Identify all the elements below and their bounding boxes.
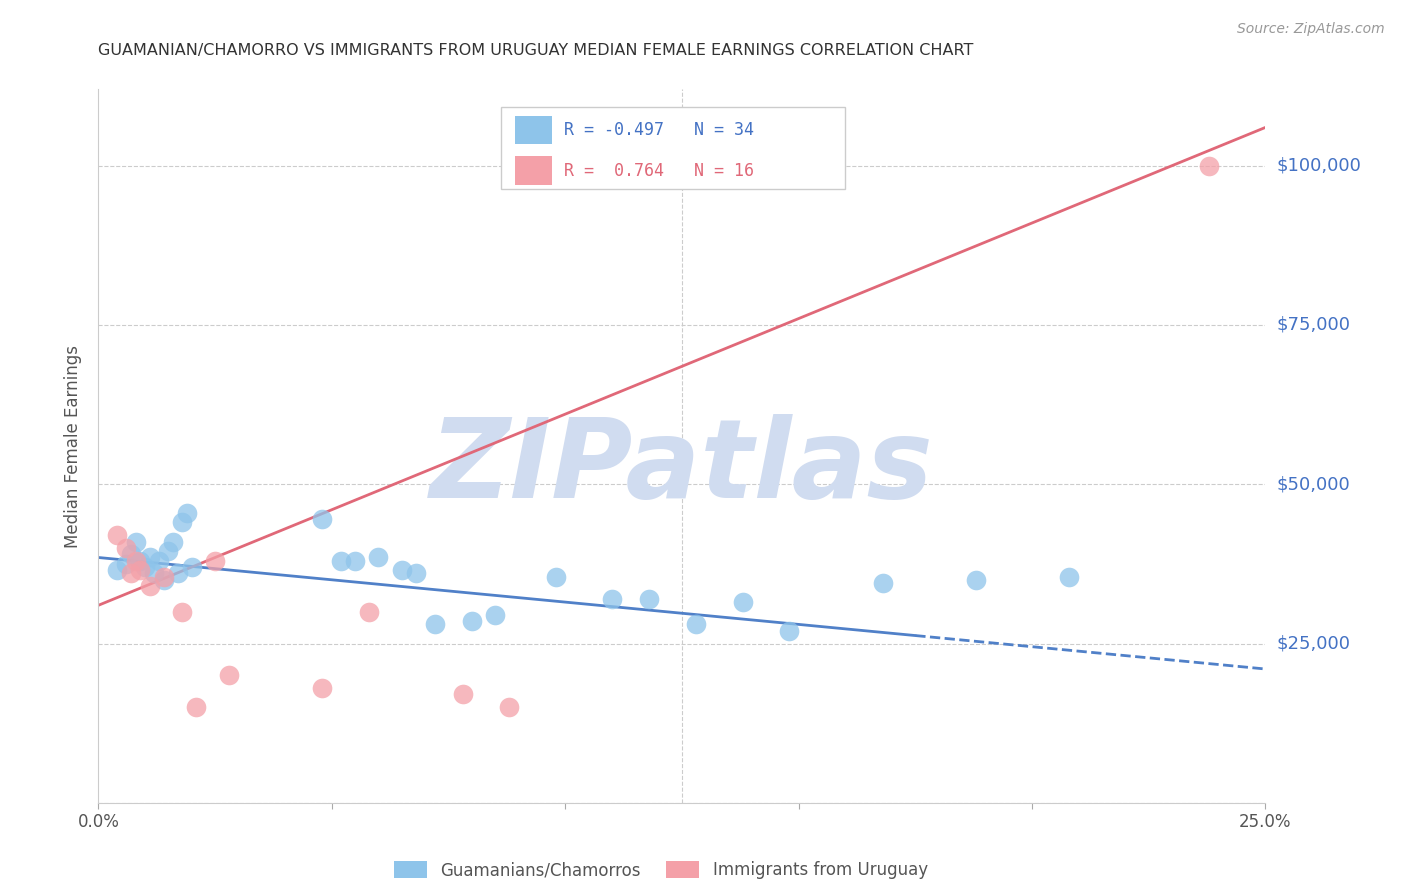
Point [125,554,148,568]
Point [423,617,446,632]
Point [367,550,389,565]
Point [461,614,484,628]
Point [166,566,188,581]
Bar [501,107,845,189]
Point [162,534,184,549]
Point [731,595,754,609]
Text: $25,000: $25,000 [1277,634,1351,653]
Point [330,554,353,568]
Point [1198,159,1220,173]
Point [311,681,333,695]
Point [498,700,520,714]
Point [218,668,240,682]
Point [685,617,707,632]
Point [405,566,427,581]
Point [872,576,894,591]
Bar [515,156,553,185]
Point [391,563,413,577]
Bar [515,116,553,145]
Point [359,605,381,619]
Point [778,624,800,638]
Point [204,554,226,568]
Point [129,554,152,568]
Point [105,563,128,577]
Text: ZIPatlas: ZIPatlas [430,414,934,521]
Point [152,573,174,587]
Point [186,700,208,714]
Text: Source: ZipAtlas.com: Source: ZipAtlas.com [1237,22,1385,37]
Point [600,591,623,606]
Point [638,591,661,606]
Point [139,550,162,565]
Point [120,566,142,581]
Point [105,528,128,542]
Point [172,605,194,619]
Point [143,566,166,581]
Point [129,563,152,577]
Point [172,516,194,530]
Point [134,560,156,574]
Point [157,544,180,558]
Point [120,547,142,561]
Point [115,557,138,571]
Point [115,541,138,555]
Point [176,506,198,520]
Text: GUAMANIAN/CHAMORRO VS IMMIGRANTS FROM URUGUAY MEDIAN FEMALE EARNINGS CORRELATION: GUAMANIAN/CHAMORRO VS IMMIGRANTS FROM UR… [98,43,974,58]
Point [148,554,170,568]
Point [544,569,567,583]
Point [965,573,987,587]
Text: $75,000: $75,000 [1277,316,1351,334]
Point [311,512,333,526]
Text: $50,000: $50,000 [1277,475,1350,493]
Text: R = -0.497   N = 34: R = -0.497 N = 34 [564,121,754,139]
Text: $100,000: $100,000 [1277,157,1361,175]
Point [180,560,202,574]
Legend: Guamanians/Chamorros, Immigrants from Uruguay: Guamanians/Chamorros, Immigrants from Ur… [394,861,928,880]
Point [139,579,162,593]
Point [125,534,148,549]
Point [484,607,506,622]
Point [451,688,474,702]
Point [1059,569,1081,583]
Y-axis label: Median Female Earnings: Median Female Earnings [65,344,83,548]
Text: R =  0.764   N = 16: R = 0.764 N = 16 [564,161,754,179]
Point [344,554,367,568]
Point [152,569,174,583]
